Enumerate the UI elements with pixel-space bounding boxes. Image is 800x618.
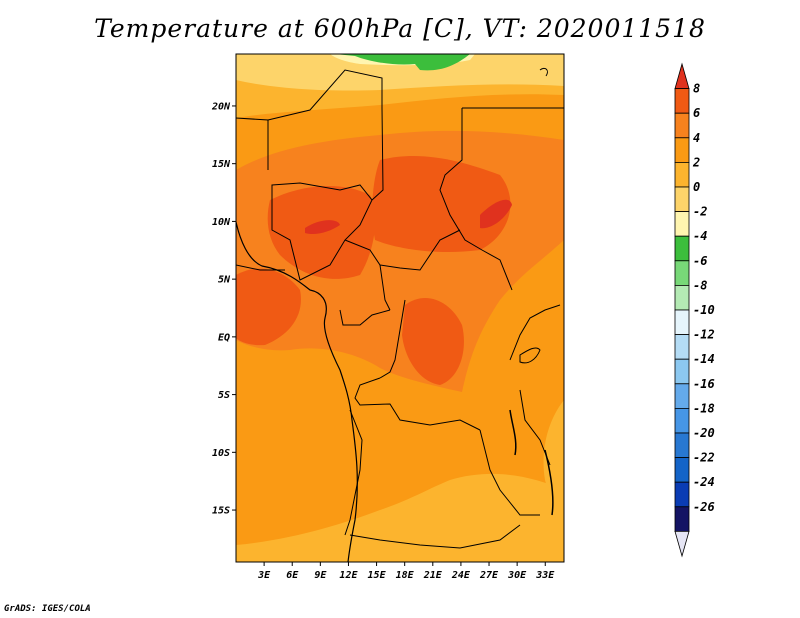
- country-borders: [236, 69, 564, 549]
- colorbar-swatch: [674, 112, 690, 139]
- field-0-2C-east: [543, 400, 564, 512]
- colorbar-swatch: [674, 137, 690, 163]
- field-minus6-minus4C: [335, 54, 470, 71]
- colorbar-swatch: [674, 211, 690, 237]
- colorbar-label: -8: [693, 278, 707, 292]
- field-0-2C-south: [236, 473, 564, 562]
- colorbar-label: 0: [693, 180, 700, 194]
- lat-tick-label: EQ: [218, 332, 230, 343]
- lat-tick-label: 5N: [218, 275, 231, 286]
- lon-tick-label: 30E: [507, 570, 527, 581]
- colorbar-label: 2: [692, 155, 700, 169]
- lon-tick-label: 3E: [257, 570, 271, 581]
- lake-victoria-outline: [519, 347, 541, 364]
- lake-malawi: [544, 449, 554, 516]
- field-6-8C-central: [372, 155, 511, 252]
- lat-tick-label: 15S: [212, 506, 230, 517]
- colorbar-swatch: [674, 334, 690, 360]
- colorbar-swatch: [674, 481, 690, 508]
- colorbar-label: 8: [693, 82, 700, 96]
- lon-tick-label: 24E: [451, 570, 471, 581]
- lat-tick-label: 15N: [212, 159, 231, 170]
- colorbar-label: -2: [693, 205, 707, 219]
- lat-tick-label: 10S: [212, 448, 230, 459]
- grads-credit: GrADS: IGES/COLA: [4, 604, 91, 614]
- lon-tick-label: 15E: [368, 570, 387, 581]
- lon-tick-label: 6E: [286, 570, 299, 581]
- colorbar-top-arrow: [674, 62, 690, 89]
- map-frame: [235, 53, 565, 563]
- colorbar-label: -24: [693, 475, 715, 489]
- colorbar-swatch: [674, 186, 690, 213]
- colorbar-label: -6: [693, 254, 707, 268]
- lat-tick-label: 20N: [211, 101, 231, 112]
- colorbar-label: -22: [693, 451, 715, 465]
- colorbar-label: -14: [693, 352, 715, 366]
- lat-tick-label: 5S: [218, 390, 230, 401]
- colorbar-swatch: [674, 88, 690, 114]
- lon-tick-label: 12E: [339, 570, 358, 581]
- field-8C-patch-west: [305, 220, 340, 235]
- lon-tick-label: 27E: [479, 570, 499, 581]
- field-minus2-0C: [236, 54, 564, 91]
- colorbar-label: -12: [693, 328, 715, 342]
- lon-tick-label: 33E: [535, 570, 555, 581]
- field-6-8C-basin: [402, 297, 464, 385]
- longitude-axis: 3E 6E 9E 12E 15E 18E 21E 24E 27E 30E 33E: [257, 562, 555, 581]
- lon-tick-label: 18E: [396, 570, 415, 581]
- lat-tick-label: 10N: [212, 217, 231, 228]
- coast-feature-ne: [539, 67, 548, 77]
- colorbar-swatch: [674, 506, 690, 532]
- colorbar-swatch: [674, 383, 690, 409]
- colorbar-label: 6: [693, 106, 700, 120]
- colorbar-swatch: [674, 407, 690, 434]
- colorbar-label: -16: [693, 377, 715, 391]
- colorbar-swatch: [674, 309, 690, 336]
- colorbar-label: 4: [693, 131, 700, 145]
- chart-title: Temperature at 600hPa [C], VT: 202001151…: [94, 14, 706, 43]
- lon-tick-label: 9E: [314, 570, 327, 581]
- field-6-8C-coast: [236, 268, 301, 346]
- colorbar-swatch: [674, 161, 690, 188]
- colorbar-label: -10: [693, 303, 715, 317]
- colorbar-swatch: [674, 284, 690, 311]
- colorbar-swatch: [674, 235, 690, 262]
- colorbar-swatch: [674, 432, 690, 459]
- lake-tanganyika: [509, 409, 517, 456]
- lon-tick-label: 21E: [423, 570, 443, 581]
- colorbar-bottom-arrow: [674, 531, 690, 558]
- colorbar-label: -4: [693, 229, 707, 243]
- latitude-axis: 20N 15N 10N 5N EQ 5S 10S 15S: [211, 101, 236, 517]
- map-field: [236, 54, 564, 562]
- colorbar-swatch: [674, 457, 690, 483]
- field-8C-patch-east: [480, 199, 512, 229]
- colorbar-label: -26: [693, 500, 715, 514]
- colorbar: 8 6 4 2 0 -2 -4 -6 -8 -10 -12 -14 -16 -18 -20 -22 -24 -26: [674, 62, 715, 558]
- colorbar-label: -20: [693, 426, 715, 440]
- colorbar-swatch: [674, 358, 690, 385]
- coastline: [236, 221, 358, 562]
- colorbar-label: -18: [693, 401, 715, 415]
- colorbar-swatch: [674, 260, 690, 286]
